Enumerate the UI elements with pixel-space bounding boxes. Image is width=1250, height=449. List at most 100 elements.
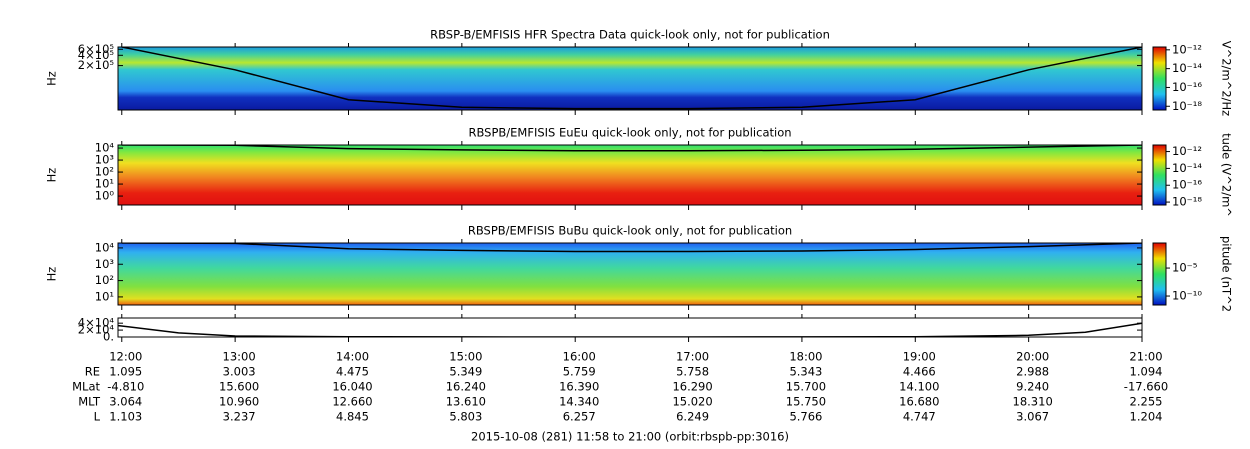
y-axis-label: Hz [45, 71, 59, 86]
colorbar-label: tude (V^2/m^ [1220, 133, 1234, 217]
orbit-value: 2.988 [1016, 365, 1049, 379]
x-tick-label: 15:00 [449, 350, 482, 364]
x-tick-label: 16:00 [563, 350, 596, 364]
colorbar [1152, 144, 1167, 206]
orbit-value: 18.310 [1013, 395, 1053, 409]
colorbar-tick-label: 10⁻¹⁶ [1172, 80, 1202, 94]
panel-frame [117, 144, 1143, 206]
panel-frame [117, 242, 1143, 306]
orbit-value: 13.610 [446, 395, 486, 409]
orbit-value: 16.390 [559, 380, 599, 394]
x-tick-label: 17:00 [676, 350, 709, 364]
orbit-value: 5.803 [449, 410, 482, 424]
orbit-value: 15.750 [786, 395, 826, 409]
orbit-value: 14.100 [899, 380, 939, 394]
y-axis-label: Hz [45, 168, 59, 183]
data-line [121, 243, 1142, 253]
x-tick-label: 13:00 [223, 350, 256, 364]
spectrogram-image [118, 47, 1142, 110]
orbit-row-label: L [94, 410, 101, 424]
y-axis-label: Hz [45, 267, 59, 282]
orbit-value: 9.240 [1016, 380, 1049, 394]
orbit-row-label: RE [85, 365, 100, 379]
orbit-value: 16.680 [899, 395, 939, 409]
data-line [121, 145, 1142, 152]
colorbar-tick-label: 10⁻¹⁶ [1172, 178, 1202, 192]
y-tick-label: 10¹ [95, 289, 114, 303]
orbit-value: -4.810 [107, 380, 144, 394]
x-tick-label: 18:00 [789, 350, 822, 364]
orbit-row-label: MLat [72, 380, 100, 394]
panel-title: RBSPB/EMFISIS BuBu quick-look only, not … [468, 224, 792, 238]
y-tick-label: 10³ [95, 257, 115, 271]
colorbar-tick-label: 10⁻¹⁸ [1172, 99, 1202, 113]
y-tick-label: 10⁰ [95, 189, 115, 203]
colorbar-label: pitude (nT^2 [1220, 236, 1234, 312]
y-tick-label: 4×10⁵ [78, 48, 115, 62]
orbit-value: 10.960 [219, 395, 259, 409]
y-tick-label: 2×10⁴ [78, 323, 115, 337]
orbit-value: 15.600 [219, 380, 259, 394]
orbit-value: 12.660 [332, 395, 372, 409]
colorbar-tick-label: 10⁻¹² [1172, 144, 1202, 158]
x-tick-label: 19:00 [903, 350, 936, 364]
orbit-value: 1.095 [109, 365, 142, 379]
orbit-value: 16.240 [446, 380, 486, 394]
data-line [118, 322, 1142, 337]
orbit-value: 1.204 [1130, 410, 1163, 424]
y-tick-label: 4×10⁴ [78, 316, 115, 330]
data-line [121, 47, 1142, 110]
y-tick-label: 0. [103, 330, 114, 344]
y-tick-label: 10¹ [95, 177, 114, 191]
colorbar-label: V^2/m^2/Hz [1220, 41, 1234, 116]
orbit-row-label: MLT [78, 395, 101, 409]
orbit-value: 1.094 [1130, 365, 1163, 379]
orbit-value: 5.758 [676, 365, 709, 379]
orbit-value: 16.290 [672, 380, 712, 394]
y-tick-label: 10² [95, 165, 114, 179]
orbit-value: 5.766 [789, 410, 822, 424]
colorbar-tick-label: 10⁻¹⁰ [1172, 289, 1202, 303]
panel-frame [117, 317, 1143, 338]
spectrogram-image [118, 243, 1142, 305]
colorbar-tick-label: 10⁻¹⁴ [1172, 61, 1202, 75]
orbit-value: 6.249 [676, 410, 709, 424]
orbit-value: 14.340 [559, 395, 599, 409]
colorbar [1152, 242, 1167, 306]
x-tick-label: 14:00 [336, 350, 369, 364]
footer: 2015-10-08 (281) 11:58 to 21:00 (orbit:r… [471, 430, 789, 444]
colorbar [1152, 46, 1167, 111]
y-tick-label: 10³ [95, 153, 115, 167]
colorbar-tick-label: 10⁻¹² [1172, 42, 1202, 56]
orbit-value: 15.700 [786, 380, 826, 394]
y-tick-label: 10² [95, 273, 114, 287]
colorbar-tick-label: 10⁻¹⁴ [1172, 161, 1202, 175]
orbit-value: 5.343 [789, 365, 822, 379]
spectrogram-image [118, 145, 1142, 205]
orbit-value: 2.255 [1130, 395, 1163, 409]
orbit-value: 4.466 [903, 365, 936, 379]
orbit-value: -17.660 [1124, 380, 1168, 394]
y-tick-label: 10⁴ [95, 141, 115, 155]
orbit-value: 5.759 [563, 365, 596, 379]
y-tick-label: 6×10⁵ [78, 42, 115, 56]
y-tick-label: 10⁴ [95, 240, 115, 254]
orbit-value: 6.257 [563, 410, 596, 424]
orbit-value: 16.040 [332, 380, 372, 394]
orbit-value: 3.067 [1016, 410, 1049, 424]
orbit-value: 3.003 [223, 365, 256, 379]
panel-title: RBSPB/EMFISIS EuEu quick-look only, not … [468, 126, 791, 140]
orbit-value: 3.237 [223, 410, 256, 424]
x-tick-label: 12:00 [109, 350, 142, 364]
colorbar-tick-label: 10⁻¹⁸ [1172, 195, 1202, 209]
orbit-value: 4.845 [336, 410, 369, 424]
panel-frame [117, 46, 1143, 111]
x-tick-label: 21:00 [1129, 350, 1162, 364]
orbit-value: 3.064 [109, 395, 142, 409]
x-tick-label: 20:00 [1016, 350, 1049, 364]
orbit-value: 4.475 [336, 365, 369, 379]
y-tick-label: 2×10⁵ [78, 58, 115, 72]
orbit-value: 5.349 [449, 365, 482, 379]
panel-title: RBSP-B/EMFISIS HFR Spectra Data quick-lo… [430, 28, 830, 42]
